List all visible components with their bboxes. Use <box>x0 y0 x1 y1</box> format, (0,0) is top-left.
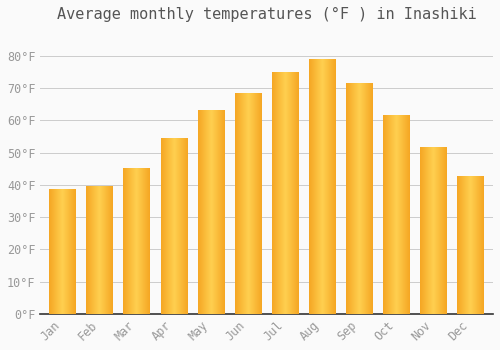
Title: Average monthly temperatures (°F ) in Inashiki: Average monthly temperatures (°F ) in In… <box>57 7 476 22</box>
